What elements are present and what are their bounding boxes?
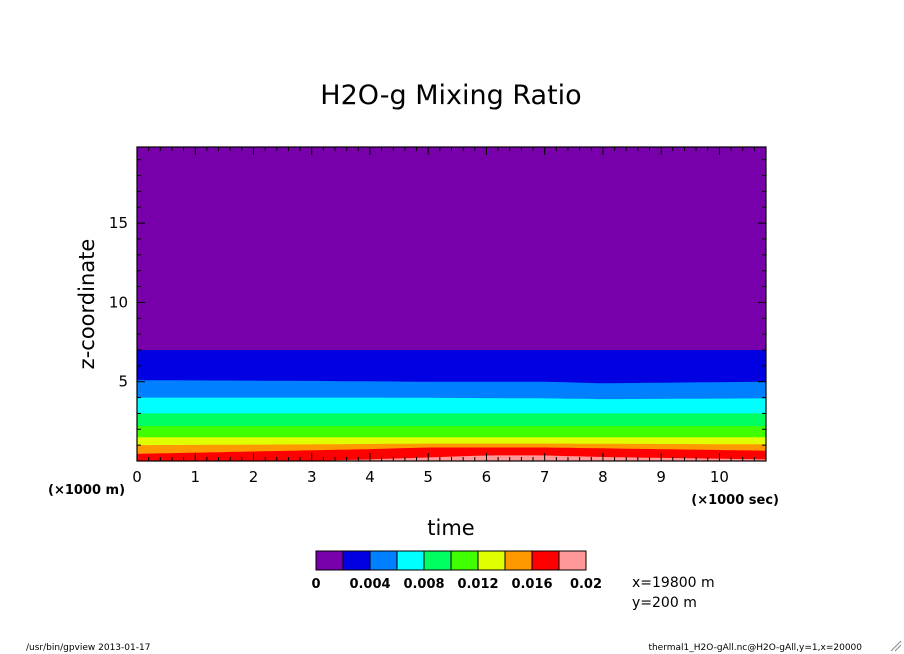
x-tick-label: 0 — [132, 468, 142, 486]
x-tick-label: 3 — [307, 468, 317, 486]
x-tick-label: 1 — [190, 468, 200, 486]
axis-ticks: 0 1 2 3 4 5 6 7 8 9 10 5 10 15 — [109, 147, 767, 486]
x-tick-label: 2 — [249, 468, 259, 486]
y-tick-label: 5 — [118, 373, 128, 391]
colorbar-swatch — [369, 550, 398, 571]
x-tick-label: 8 — [598, 468, 608, 486]
resize-grip-icon[interactable] — [890, 640, 902, 652]
x-tick-label: 5 — [423, 468, 433, 486]
y-tick-label: 15 — [109, 214, 128, 232]
colorbar-swatch — [315, 550, 344, 571]
colorbar-label: 0 — [311, 577, 320, 592]
colorbar: 0 0.004 0.008 0.012 0.016 0.02 — [311, 550, 602, 592]
chart-title: H2O-g Mixing Ratio — [320, 80, 581, 111]
colorbar-swatch — [450, 550, 479, 571]
footer-left: /usr/bin/gpview 2013-01-17 — [26, 643, 150, 653]
y-axis-label: z-coordinate — [75, 239, 99, 370]
x-position-label: x=19800 m — [632, 575, 715, 591]
colorbar-label: 0.012 — [457, 577, 498, 592]
colorbar-swatch — [477, 550, 506, 571]
colorbar-label: 0.02 — [570, 577, 602, 592]
x-tick-label: 10 — [710, 468, 729, 486]
y-scale-note: (×1000 m) — [48, 483, 125, 498]
colorbar-swatch — [504, 550, 533, 571]
x-axis-label: time — [427, 516, 474, 540]
contour-fill-layer — [137, 147, 766, 461]
colorbar-swatch — [342, 550, 371, 571]
colorbar-swatch — [423, 550, 452, 571]
footer-right: thermal1_H2O-gAll.nc@H2O-gAll,y=1,x=2000… — [648, 643, 862, 653]
y-tick-label: 10 — [109, 293, 128, 311]
x-tick-label: 7 — [540, 468, 550, 486]
x-tick-label: 9 — [656, 468, 666, 486]
colorbar-swatch — [396, 550, 425, 571]
colorbar-label: 0.016 — [511, 577, 552, 592]
x-scale-note: (×1000 sec) — [691, 493, 779, 508]
colorbar-label: 0.008 — [403, 577, 444, 592]
x-tick-label: 6 — [482, 468, 492, 486]
x-tick-label: 4 — [365, 468, 375, 486]
colorbar-swatch — [558, 550, 587, 571]
y-position-label: y=200 m — [632, 595, 697, 611]
colorbar-label: 0.004 — [349, 577, 390, 592]
colorbar-swatch — [531, 550, 560, 571]
